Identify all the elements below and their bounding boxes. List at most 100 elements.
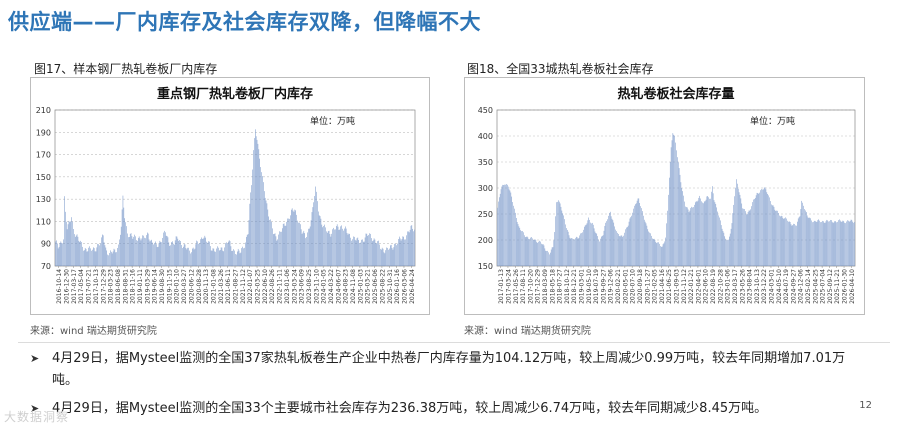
bar (186, 249, 188, 266)
bar (248, 220, 250, 266)
bar (302, 232, 304, 266)
bar (145, 238, 146, 266)
bar (355, 240, 357, 266)
bar (300, 224, 301, 266)
bar (165, 232, 166, 266)
bar (132, 238, 134, 266)
bar-series (55, 129, 415, 266)
bar (99, 245, 100, 266)
bar (255, 129, 256, 266)
bar (282, 223, 284, 266)
bar (366, 233, 368, 266)
x-tick-label: 2020-05-01 (622, 269, 629, 304)
bar (371, 238, 372, 266)
bar (349, 233, 350, 266)
x-tick-label: 2023-03-24 (291, 269, 298, 304)
bar (327, 231, 329, 266)
bar (295, 210, 296, 266)
bar (263, 182, 264, 266)
bar (125, 222, 126, 266)
x-tick-label: 2019-03-29 (144, 269, 151, 304)
bar (206, 241, 207, 266)
bar (117, 247, 118, 266)
bar (260, 167, 261, 266)
bar (60, 241, 62, 266)
bar (238, 250, 240, 266)
x-tick-label: 2020-03-27 (181, 269, 188, 304)
bar (372, 240, 374, 266)
bar (268, 216, 269, 266)
bar (118, 244, 119, 266)
bar (339, 229, 341, 266)
x-tick-label: 2024-03-22 (328, 269, 335, 304)
bar (377, 241, 378, 266)
bar (177, 238, 179, 266)
bar (326, 231, 327, 266)
bar (225, 243, 226, 266)
bar (128, 237, 129, 266)
x-tick-label: 2018-12-21 (571, 269, 578, 304)
bar (278, 234, 279, 266)
bar (292, 210, 294, 266)
x-tick-label: 2018-03-09 (542, 269, 549, 304)
bar (308, 228, 309, 266)
bar (246, 236, 247, 266)
bar (240, 252, 242, 266)
x-tick-label: 2023-01-06 (284, 269, 291, 304)
bar (309, 226, 311, 266)
bar (111, 251, 112, 266)
bar (88, 247, 89, 266)
bar (401, 239, 403, 266)
bar (176, 236, 178, 266)
bar (341, 225, 342, 266)
bar (280, 231, 281, 266)
bar (226, 242, 227, 266)
bar (131, 236, 133, 266)
bar (288, 218, 289, 266)
x-tick-label: 2023-01-06 (725, 269, 732, 304)
bar (233, 249, 234, 266)
bar (362, 239, 363, 266)
bar (230, 246, 232, 266)
bar (212, 248, 214, 266)
bar (113, 248, 115, 266)
bar (76, 234, 78, 266)
bar (329, 234, 331, 266)
bar (243, 248, 244, 266)
bar (354, 236, 355, 266)
bar (63, 239, 64, 266)
y-tick-label: 250 (478, 210, 493, 219)
bar (102, 234, 103, 266)
bar (291, 209, 292, 266)
bar (124, 218, 125, 266)
x-tick-label: 2022-08-26 (269, 269, 276, 304)
bar (133, 236, 134, 266)
x-tick-label: 2019-09-27 (600, 269, 607, 304)
x-tick-label: 2017-01-13 (498, 269, 505, 304)
bar (156, 247, 158, 266)
x-tick-label: 2024-08-23 (343, 269, 350, 304)
x-tick-label: 2021-11-12 (681, 269, 688, 304)
bar (301, 233, 303, 266)
bar (336, 226, 337, 266)
x-tick-label: 2022-04-01 (695, 269, 702, 304)
x-tick-label: 2020-02-21 (615, 269, 622, 304)
bar (194, 248, 196, 266)
bar (361, 239, 362, 266)
bar (379, 244, 380, 266)
bar (318, 211, 319, 266)
bar (174, 240, 176, 266)
y-tick-label: 110 (36, 217, 51, 226)
x-tick-label: 2020-06-12 (188, 269, 195, 304)
bar (77, 236, 79, 266)
x-tick-label: 2018-11-16 (130, 269, 137, 304)
x-tick-label: 2017-05-04 (78, 269, 85, 304)
bar (294, 209, 296, 266)
bar (409, 229, 411, 266)
x-tick-label: 2021-01-08 (210, 269, 217, 304)
bar (381, 247, 383, 266)
y-tick-label: 170 (36, 151, 51, 160)
x-tick-label: 2016-12-30 (64, 269, 71, 304)
bar (410, 225, 412, 266)
y-tick-label: 450 (478, 106, 493, 115)
